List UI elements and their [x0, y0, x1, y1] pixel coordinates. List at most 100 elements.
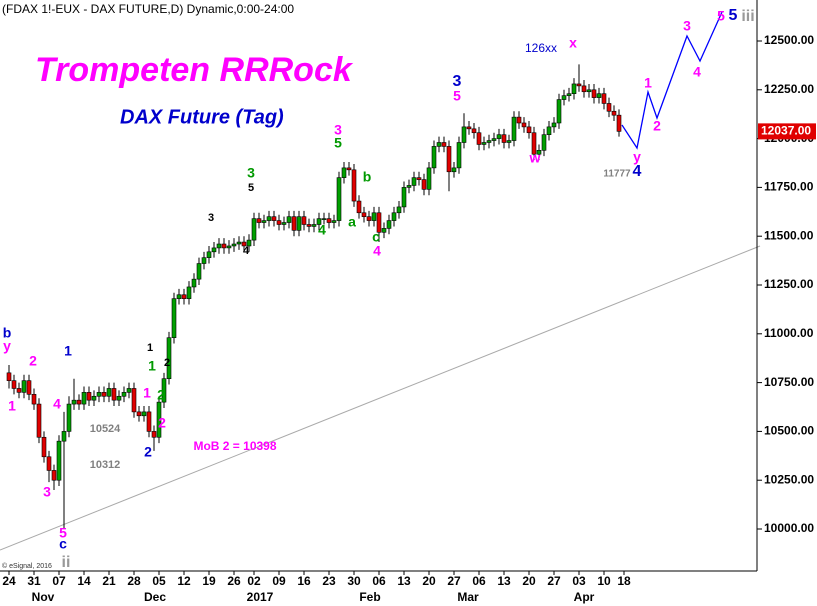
y-tick-label: 10250.00 [764, 472, 814, 486]
wave-label: 126xx [525, 41, 557, 55]
x-tick-label: 10 [597, 574, 611, 588]
wave-label: 2 [164, 357, 170, 369]
candle-body [201, 257, 207, 264]
candle-body [356, 200, 362, 214]
wave-label: b [3, 325, 12, 341]
candle-body [491, 138, 497, 141]
candle-body [56, 440, 62, 481]
candle-body [436, 142, 442, 147]
wave-label: 4 [373, 243, 381, 259]
candle-body [141, 411, 147, 417]
x-tick-label: 14 [77, 574, 91, 588]
candle-body [501, 134, 507, 143]
candle-body [386, 220, 392, 229]
candle-body [6, 372, 12, 381]
x-tick-label: 13 [497, 574, 511, 588]
wave-label: 10524 [90, 423, 121, 435]
wave-label: 2 [29, 353, 37, 369]
projection-path [621, 11, 723, 150]
x-tick-label: 16 [297, 574, 311, 588]
y-tick-label: 12250.00 [764, 82, 814, 96]
wave-label: 5 [729, 7, 738, 24]
candle-body [106, 388, 112, 397]
candle-body [571, 83, 577, 94]
candle-body [531, 132, 537, 155]
y-tick-label: 11500.00 [764, 228, 814, 242]
x-tick-label: 20 [522, 574, 536, 588]
candle-body [276, 220, 282, 225]
candle-body [611, 110, 617, 116]
wave-label: 5 [59, 525, 67, 541]
candle-body [161, 378, 167, 403]
x-tick-label: 28 [127, 574, 141, 588]
trendline [0, 245, 761, 551]
wave-label: x [569, 35, 577, 51]
period-label: Mar [457, 590, 479, 604]
wave-label: 4 [318, 222, 326, 238]
x-tick-label: 12 [177, 574, 191, 588]
candle-body [441, 142, 447, 147]
candle-body [596, 93, 602, 98]
candle-body [326, 218, 332, 223]
candle-body [471, 128, 477, 134]
candle-body [151, 431, 157, 438]
candle-body [446, 146, 452, 173]
candle-body [226, 245, 232, 249]
candle-body [246, 239, 252, 247]
candle-body [186, 286, 192, 299]
candle-body [351, 169, 357, 202]
candle-body [286, 216, 292, 223]
wave-label: 10312 [90, 459, 121, 471]
x-tick-label: 02 [247, 574, 261, 588]
candle-body [426, 167, 432, 190]
candle-body [271, 216, 277, 221]
x-tick-label: 27 [547, 574, 561, 588]
candle-body [516, 116, 522, 124]
wave-label: iii [741, 8, 754, 25]
x-tick-label: 21 [102, 574, 116, 588]
wave-label: a [348, 214, 356, 230]
candle-body [391, 212, 397, 221]
period-label: Apr [574, 590, 595, 604]
x-tick-label: 20 [422, 574, 436, 588]
x-tick-label: 24 [2, 574, 16, 588]
wave-label: y [633, 149, 641, 165]
period-label: 2017 [247, 590, 274, 604]
wave-label: 1 [147, 342, 153, 354]
candle-body [336, 177, 342, 221]
candle-body [376, 212, 382, 233]
wave-label: 3 [43, 484, 51, 500]
candle-body [121, 392, 127, 397]
x-tick-label: 06 [372, 574, 386, 588]
candle-body [561, 95, 567, 100]
candle-body [586, 89, 592, 93]
wave-label: ii [62, 554, 71, 571]
candle-body [431, 146, 437, 169]
candle-body [26, 380, 32, 395]
candle-body [381, 228, 387, 233]
last-price-label: 12037.00 [761, 124, 811, 138]
candle-body [191, 278, 197, 288]
candle-body [176, 294, 182, 299]
candle-body [396, 206, 402, 214]
wave-label: 3 [247, 165, 255, 181]
candle-body [511, 116, 517, 141]
candle-body [496, 134, 502, 139]
x-tick-label: 06 [472, 574, 486, 588]
x-tick-label: 03 [572, 574, 586, 588]
candle-body [71, 399, 77, 405]
chart-title: Trompeten RRRock [35, 51, 354, 89]
candle-body [581, 85, 587, 93]
candle-body [576, 83, 582, 87]
wave-label: 3 [334, 122, 342, 138]
candle-body [76, 399, 82, 405]
candle-body [236, 241, 242, 245]
candle-body [591, 89, 597, 98]
candle-body [231, 243, 237, 247]
candle-body [371, 212, 377, 221]
wave-label: 3 [453, 73, 462, 90]
candle-body [21, 380, 27, 393]
candle-body [416, 177, 422, 180]
period-label: Dec [144, 590, 166, 604]
wave-label: 4 [633, 163, 642, 180]
